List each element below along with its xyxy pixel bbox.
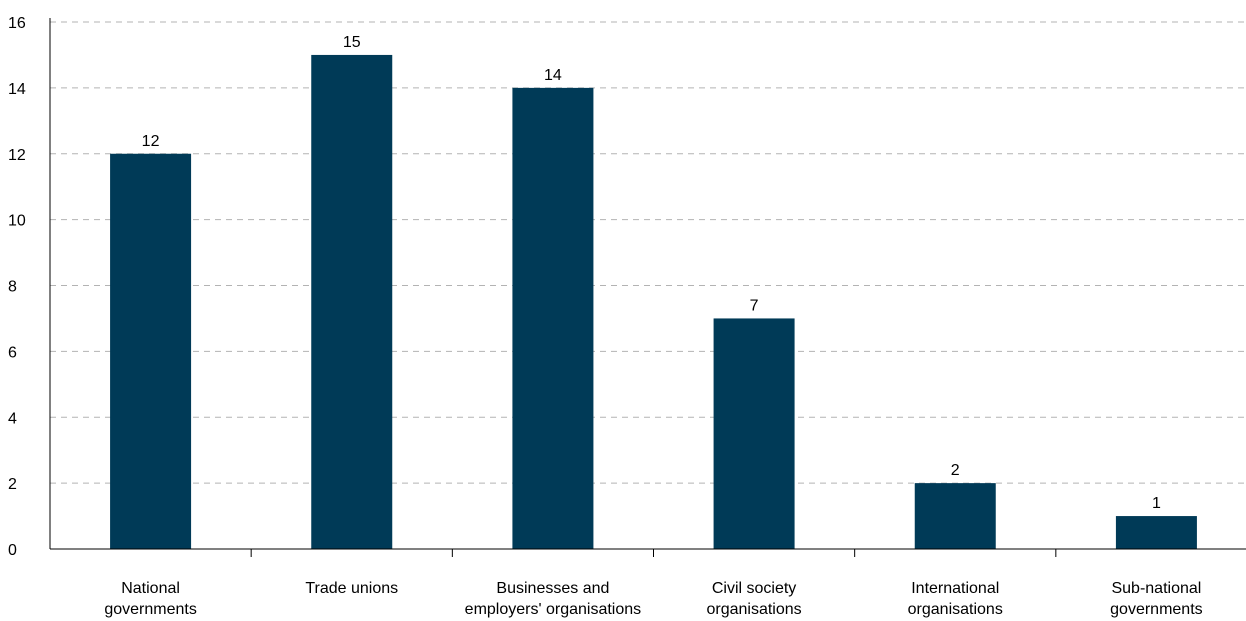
bar — [110, 153, 192, 549]
data-label: 12 — [142, 133, 160, 150]
y-tick-label-16: 16 — [8, 15, 26, 32]
x-category-label-line: Civil society — [712, 580, 796, 597]
data-label: 7 — [750, 297, 759, 314]
x-category-label-line: governments — [1110, 601, 1203, 618]
x-category-label-line: governments — [104, 601, 197, 618]
y-tick-label-0: 0 — [8, 542, 17, 559]
bar — [914, 483, 996, 549]
y-tick-label-2: 2 — [8, 476, 17, 493]
bar-layer — [110, 54, 1197, 549]
y-tick-label-14: 14 — [8, 81, 26, 98]
x-category-label: Civil society organisations — [706, 580, 801, 618]
x-category-label-line: Trade unions — [305, 580, 398, 597]
bar — [1115, 516, 1197, 549]
x-category-label-line: employers' organisations — [465, 601, 641, 618]
grid-layer — [50, 21, 1246, 484]
x-category-label: Businesses and employers' organisations — [465, 580, 641, 618]
x-category-label-line: Businesses and — [496, 580, 609, 597]
x-category-label: International organisations — [908, 580, 1003, 618]
y-tick-label-10: 10 — [8, 213, 26, 230]
bar — [713, 318, 795, 549]
y-tick-label-4: 4 — [8, 410, 17, 427]
data-label: 15 — [343, 34, 361, 51]
x-category-label-line: National — [121, 580, 180, 597]
y-tick-label-6: 6 — [8, 344, 17, 361]
data-label: 14 — [544, 67, 562, 84]
x-category-label-line: International — [911, 580, 999, 597]
x-category-label-line: organisations — [706, 601, 801, 618]
bar — [311, 54, 393, 549]
data-label: 1 — [1152, 495, 1161, 512]
x-category-label-line: organisations — [908, 601, 1003, 618]
data-label: 2 — [951, 462, 960, 479]
y-tick-label-8: 8 — [8, 279, 17, 296]
x-category-label: Sub-national governments — [1110, 580, 1203, 618]
bar — [512, 87, 594, 549]
x-category-label-line: Sub-national — [1111, 580, 1201, 597]
y-tick-label-12: 12 — [8, 147, 26, 164]
x-category-label: National governments — [104, 580, 197, 618]
axis-layer — [49, 18, 1246, 557]
x-category-label: Trade unions — [305, 580, 398, 597]
